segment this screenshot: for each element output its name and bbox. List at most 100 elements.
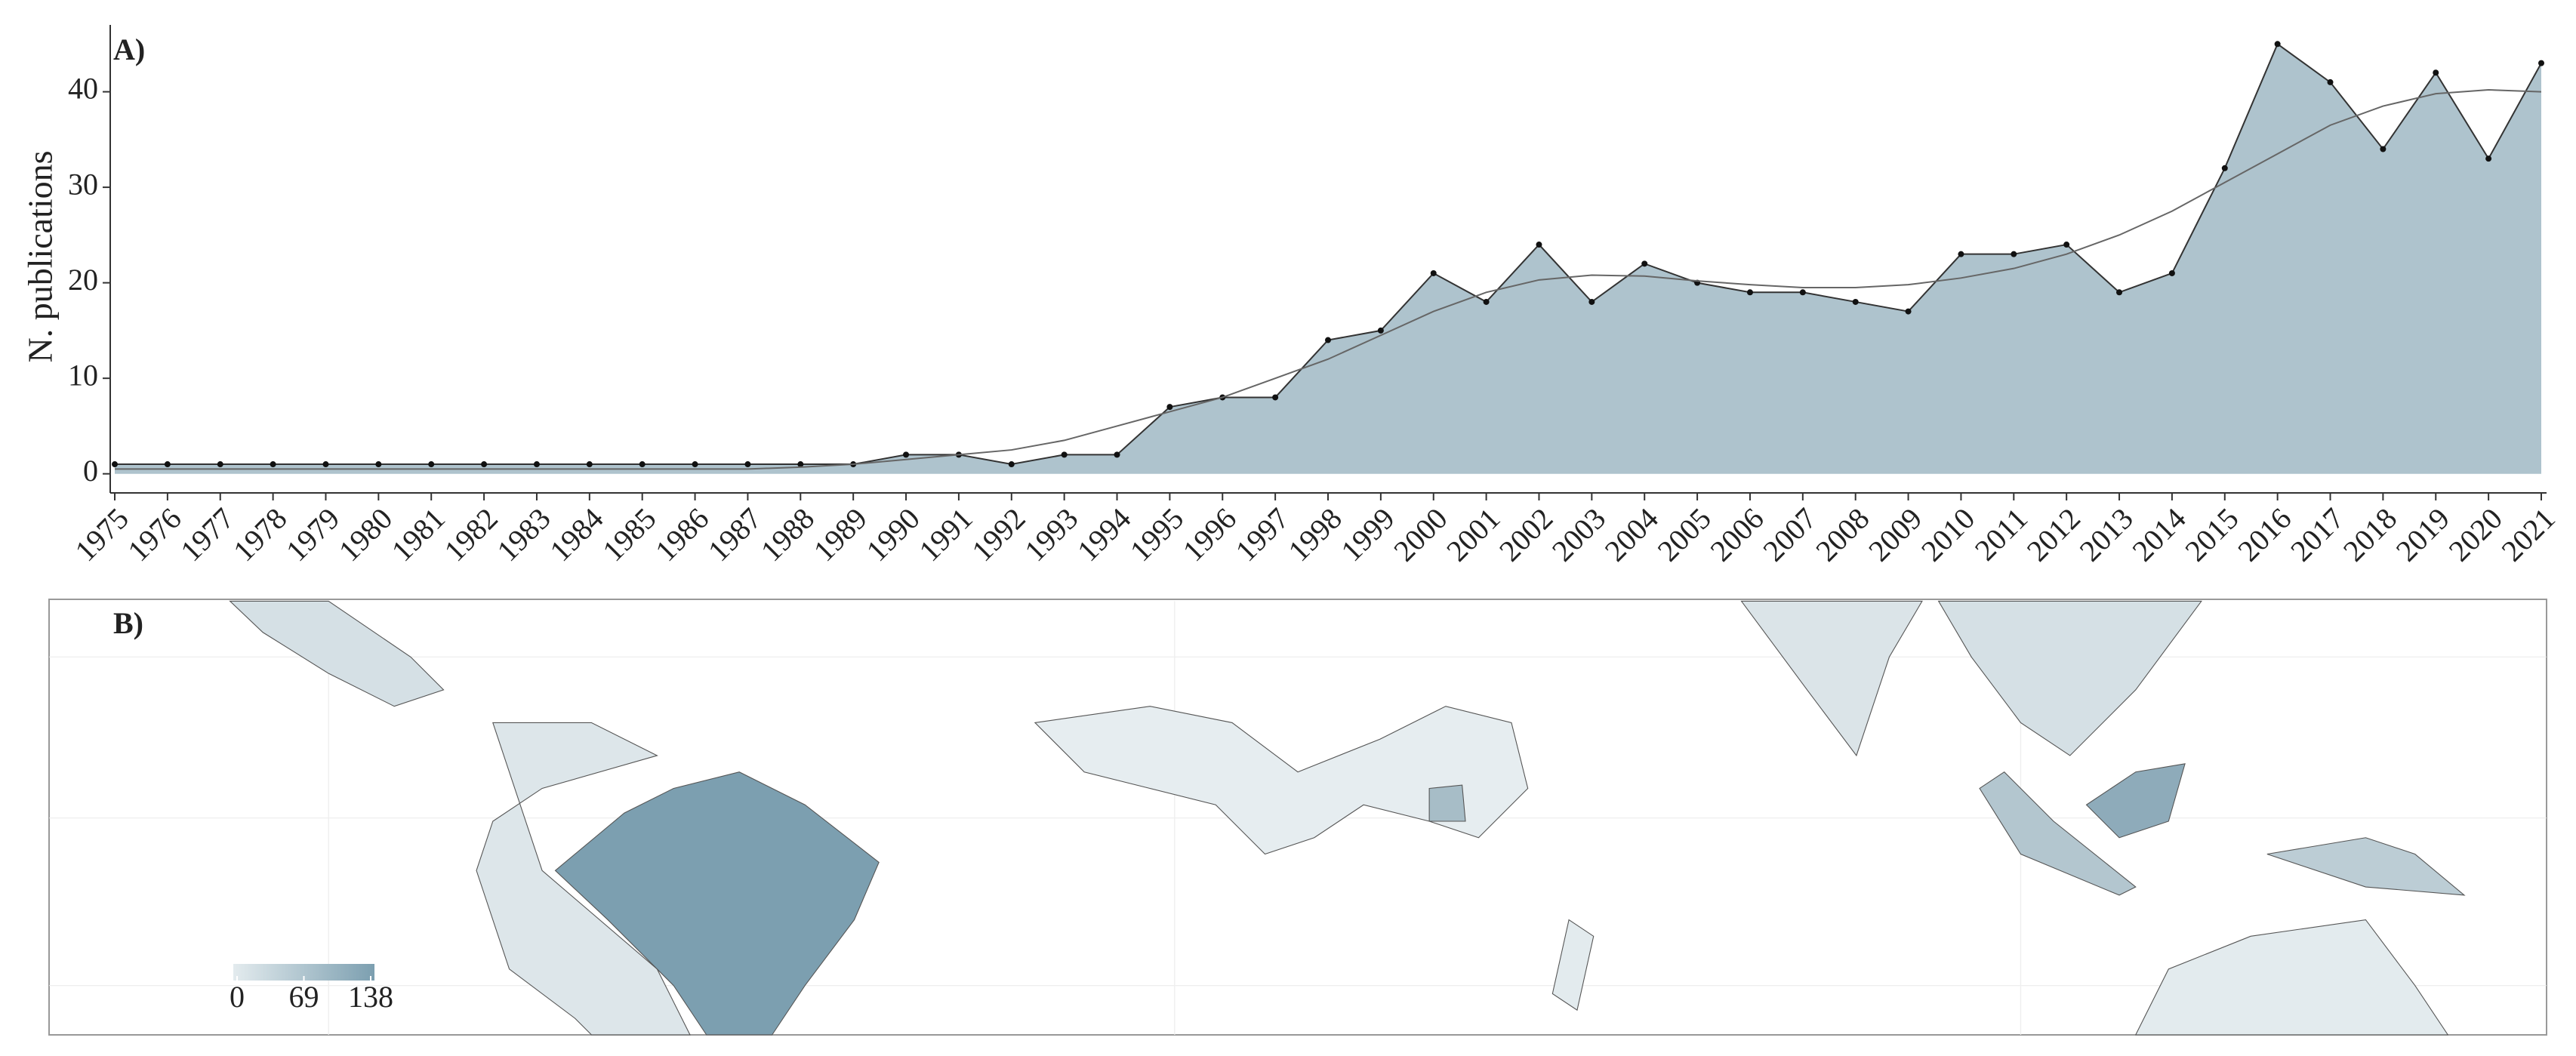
- x-tick-label: 1989: [807, 501, 874, 568]
- x-tick-label: 1996: [1176, 501, 1243, 568]
- point: [375, 461, 382, 468]
- x-tick-label: 1977: [174, 501, 240, 568]
- point: [1958, 251, 1964, 257]
- x-tick-label: 1990: [860, 501, 926, 568]
- x-tick-label: 2018: [2337, 501, 2403, 568]
- x-tick-label: 2002: [1493, 501, 1559, 568]
- point: [1114, 451, 1120, 458]
- y-tick-label: 10: [68, 358, 98, 392]
- point: [1008, 461, 1015, 468]
- colorbar-tick-label: 138: [348, 980, 393, 1014]
- x-tick-label: 2012: [2020, 501, 2087, 568]
- point: [639, 461, 646, 468]
- x-tick-label: 1991: [912, 501, 978, 568]
- x-tick-label: 1984: [543, 501, 609, 568]
- point: [1536, 242, 1542, 248]
- point: [533, 461, 540, 468]
- point: [1746, 289, 1753, 296]
- x-tick-label: 1981: [385, 501, 451, 568]
- x-tick-label: 1998: [1281, 501, 1348, 568]
- x-tick-label: 2009: [1862, 501, 1928, 568]
- x-tick-label: 1986: [649, 501, 715, 568]
- x-tick-label: 1978: [226, 501, 293, 568]
- x-tick-label: 1985: [596, 501, 662, 568]
- x-tick-label: 2019: [2390, 501, 2456, 568]
- point: [428, 461, 435, 468]
- point: [2433, 69, 2439, 76]
- point: [2011, 251, 2017, 257]
- x-tick-label: 2006: [1703, 501, 1770, 568]
- x-tick-label: 1983: [490, 501, 556, 568]
- panel-label: B): [113, 606, 143, 640]
- point: [1905, 308, 1912, 315]
- x-tick-label: 2008: [1809, 501, 1875, 568]
- x-tick-label: 2000: [1387, 501, 1453, 568]
- x-tick-label: 1994: [1071, 501, 1137, 568]
- panel-label: A): [113, 32, 145, 66]
- map-shapes: [49, 600, 2547, 1036]
- x-tick-label: 1980: [332, 501, 399, 568]
- y-tick-label: 30: [68, 167, 98, 201]
- point: [1799, 289, 1806, 296]
- point: [2380, 146, 2386, 152]
- x-tick-label: 1976: [121, 501, 187, 568]
- point: [2485, 155, 2492, 162]
- x-tick-label: 1995: [1123, 501, 1190, 568]
- x-tick-label: 2003: [1545, 501, 1612, 568]
- x-tick-label: 1997: [1229, 501, 1296, 568]
- y-tick-label: 20: [68, 263, 98, 297]
- point: [2168, 269, 2175, 276]
- point: [2063, 242, 2070, 248]
- point: [2221, 165, 2228, 171]
- x-tick-label: 2015: [2178, 501, 2245, 568]
- y-tick-label: 0: [83, 454, 98, 488]
- x-tick-label: 2020: [2442, 501, 2509, 568]
- x-tick-label: 1979: [279, 501, 346, 568]
- point: [1325, 337, 1331, 343]
- point: [164, 461, 171, 468]
- x-tick-label: 2001: [1440, 501, 1506, 568]
- point: [1272, 394, 1279, 401]
- x-tick-label: 2014: [2125, 501, 2192, 568]
- x-tick-label: 2016: [2231, 501, 2297, 568]
- x-tick-label: 2010: [1915, 501, 1981, 568]
- x-tick-label: 2013: [2073, 501, 2140, 568]
- x-tick-label: 2011: [1968, 501, 2034, 567]
- point: [2274, 41, 2281, 48]
- point: [692, 461, 698, 468]
- point: [270, 461, 276, 468]
- x-tick-label: 2005: [1651, 501, 1718, 568]
- map: B) 0 69 138: [48, 599, 2547, 1036]
- point: [1588, 298, 1595, 305]
- x-tick-label: 1982: [438, 501, 504, 568]
- y-tick-label: 40: [68, 72, 98, 106]
- x-tick-label: 2004: [1598, 501, 1665, 568]
- colorbar-tick-label: 0: [230, 980, 245, 1014]
- point: [744, 461, 751, 468]
- x-tick-label: 1992: [965, 501, 1031, 568]
- point: [481, 461, 488, 468]
- point: [2327, 79, 2334, 85]
- point: [217, 461, 223, 468]
- x-tick-label: 1975: [68, 501, 134, 568]
- point: [1166, 404, 1173, 411]
- point: [1641, 260, 1648, 267]
- point: [1852, 298, 1859, 305]
- x-tick-label: 1987: [701, 501, 768, 568]
- area: [115, 44, 2541, 474]
- point: [1483, 298, 1490, 305]
- x-tick-label: 2017: [2284, 501, 2350, 568]
- colorbar: [233, 964, 374, 981]
- x-tick-label: 1999: [1334, 501, 1400, 568]
- y-axis-label: N. publications: [21, 150, 60, 362]
- point: [586, 461, 593, 468]
- point: [903, 451, 910, 458]
- point: [797, 461, 804, 468]
- x-tick-label: 2007: [1756, 501, 1823, 568]
- point: [1430, 269, 1437, 276]
- trend-line: [115, 89, 2542, 470]
- point: [1061, 451, 1068, 458]
- point: [2538, 60, 2544, 66]
- colorbar-tick-label: 69: [289, 980, 319, 1014]
